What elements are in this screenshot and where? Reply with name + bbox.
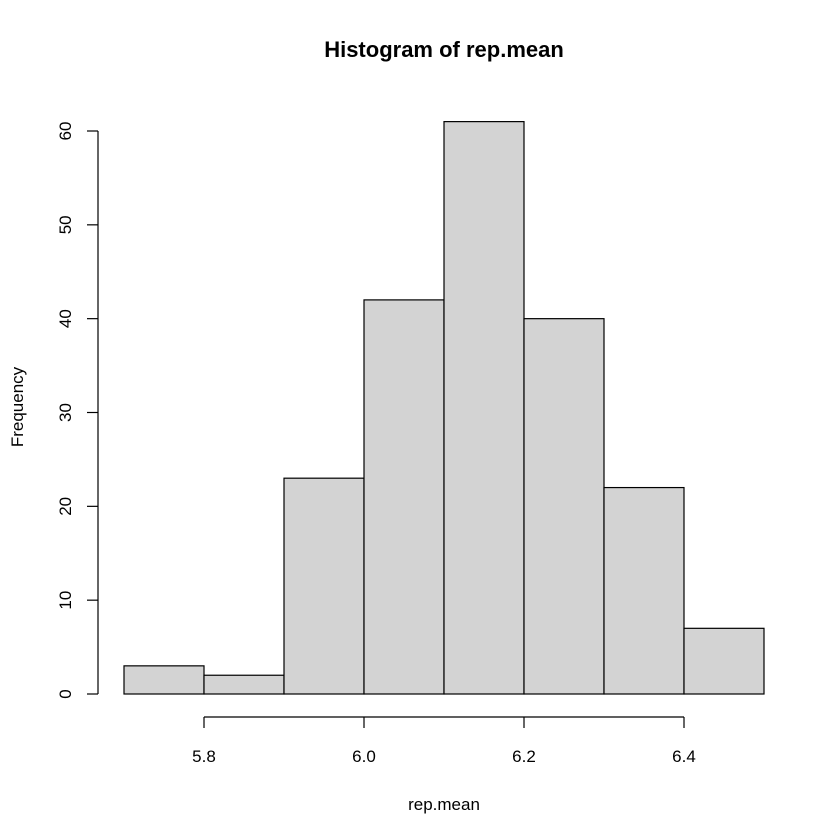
histogram-bar-1	[203, 674, 285, 695]
y-axis: 0 10 20 30 40 50 60	[56, 122, 99, 699]
x-tick-label-0: 5.8	[192, 747, 216, 766]
y-tick-label-0: 0	[56, 689, 75, 698]
histogram-bar-4	[443, 121, 525, 695]
y-tick-label-3: 30	[56, 403, 75, 422]
histogram-bar-5	[523, 318, 605, 695]
histogram-bar-6	[603, 486, 685, 695]
y-tick-label-2: 20	[56, 497, 75, 516]
y-axis-label: Frequency	[8, 366, 27, 447]
x-tick-label-2: 6.2	[512, 747, 536, 766]
y-tick-label-1: 10	[56, 591, 75, 610]
x-axis: 5.8 6.0 6.2 6.4	[192, 716, 696, 766]
histogram-bar-3	[363, 299, 445, 695]
x-axis-label: rep.mean	[408, 795, 480, 814]
y-tick-label-5: 50	[56, 215, 75, 234]
x-tick-label-1: 6.0	[352, 747, 376, 766]
histogram-bar-0	[123, 665, 205, 695]
x-tick-label-3: 6.4	[672, 747, 696, 766]
chart-title: Histogram of rep.mean	[324, 37, 564, 62]
y-tick-label-6: 60	[56, 122, 75, 141]
y-tick-label-4: 40	[56, 309, 75, 328]
histogram-bar-7	[683, 627, 765, 695]
histogram-bar-2	[283, 477, 365, 695]
bars-group	[123, 121, 765, 695]
